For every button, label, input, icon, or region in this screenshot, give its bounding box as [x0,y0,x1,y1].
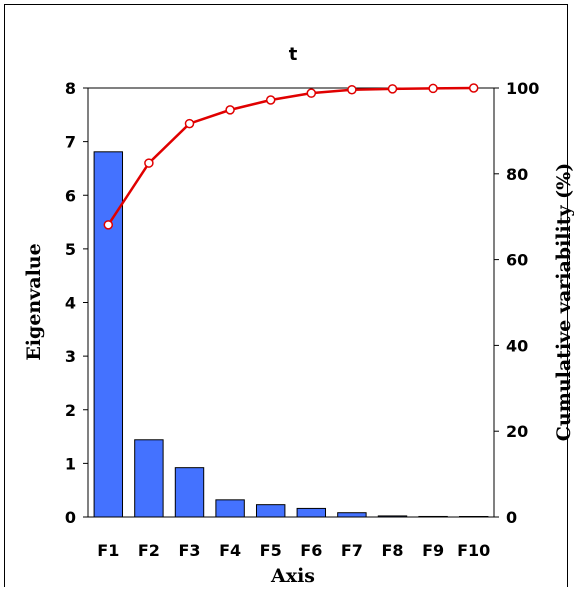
bar [418,515,448,518]
x-tick-label: F9 [422,541,444,560]
y-right-tick-label: 80 [506,165,528,184]
cumulative-point [387,84,398,94]
bar [93,151,124,518]
cumulative-point [468,83,479,93]
x-tick-label: F6 [300,541,322,560]
x-tick-label: F8 [381,541,403,560]
y-right-tick-label: 0 [506,508,517,527]
bar [215,499,245,518]
cumulative-point [184,118,195,129]
bar [174,467,205,518]
x-axis-title: Axis [270,565,315,587]
y-left-tick-label: 1 [65,454,76,473]
bar [337,512,367,518]
y-left-tick-label: 2 [65,401,76,420]
y-axis-title-right: Cumulative variability (%) [553,163,574,441]
cumulative-point [225,105,235,115]
y-right-tick-label: 100 [506,79,539,98]
y-left-tick-label: 6 [65,186,76,205]
chart-title: t [289,44,298,65]
bar [255,504,286,518]
y-right-tick-label: 40 [506,336,528,355]
cumulative-point [144,158,154,168]
cumulative-line [107,86,474,226]
x-tick-label: F1 [97,541,119,560]
cumulative-point [103,220,114,230]
cumulative-point [428,83,438,94]
y-left-tick-label: 8 [65,79,76,98]
bar [296,507,327,518]
bar [377,515,408,518]
y-right-tick-label: 60 [506,251,528,270]
x-tick-label: F4 [219,541,241,560]
cumulative-point [306,88,317,98]
x-tick-label: F2 [138,541,160,560]
cumulative-point [347,84,357,95]
bar [458,516,489,518]
bar [134,439,164,518]
y-left-tick-label: 4 [65,294,76,313]
y-left-tick-label: 5 [65,240,76,259]
x-tick-label: F3 [178,541,200,560]
y-left-tick-label: 3 [65,347,76,366]
y-right-tick-label: 20 [506,422,528,441]
x-tick-label: F5 [260,541,282,560]
y-left-tick-label: 7 [65,133,76,152]
y-axis-title-left: Eigenvalue [23,243,45,360]
y-left-tick-label: 0 [65,508,76,527]
x-tick-label: F7 [341,541,363,560]
cumulative-point [265,95,276,105]
x-tick-label: F10 [457,541,490,560]
chart-frame [4,4,568,587]
